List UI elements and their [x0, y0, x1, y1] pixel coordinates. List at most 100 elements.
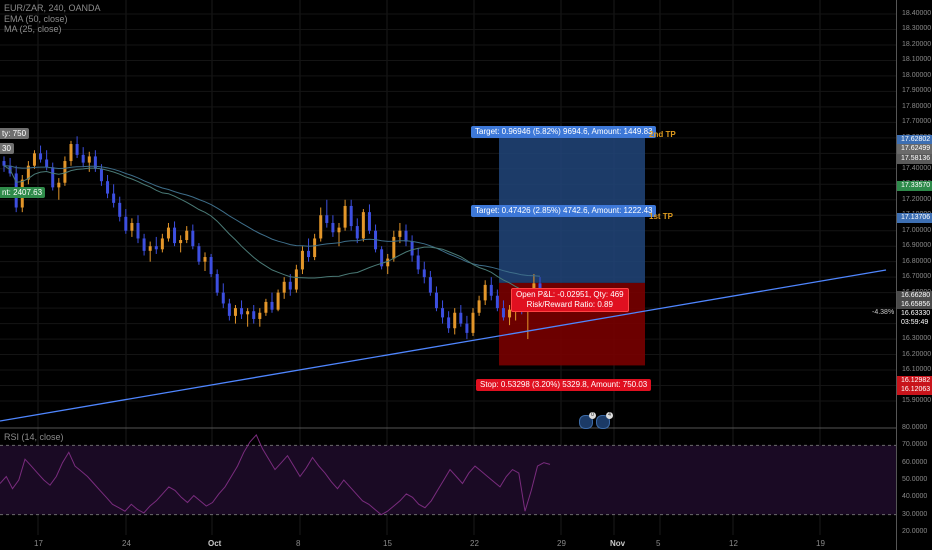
candle-body: [349, 205, 353, 227]
candle-body: [32, 153, 36, 166]
price-label: 17.40000: [902, 164, 932, 172]
candle-body: [276, 292, 280, 310]
candle-body: [483, 284, 487, 301]
candle-body: [422, 269, 426, 278]
time-label: 12: [729, 539, 738, 548]
target2-label[interactable]: Target: 0.96946 (5.82%) 9694.6, Amount: …: [471, 126, 657, 138]
qty-flag[interactable]: ty: 750: [0, 128, 30, 139]
price-label: 18.40000: [902, 10, 932, 17]
price-label: 17.20000: [902, 195, 932, 203]
risk-reward-text: Risk/Reward Ratio: 0.89: [526, 300, 613, 309]
rsi-label: 30.0000: [902, 510, 928, 518]
candle-body: [26, 165, 30, 180]
candle-body: [294, 269, 298, 290]
rsi-label: 70.0000: [902, 441, 928, 449]
price-tag: 17.62802: [897, 135, 932, 145]
price-tag: 16.12982: [897, 376, 932, 386]
candle-body: [191, 230, 195, 247]
candle-body: [215, 274, 219, 293]
open-flag[interactable]: 30: [0, 143, 14, 154]
price-label: 16.70000: [902, 273, 932, 281]
candle-body: [130, 222, 134, 231]
candle-body: [465, 323, 469, 333]
candle-body: [447, 317, 451, 329]
price-label: 17.90000: [902, 87, 932, 95]
candle-body: [264, 301, 268, 313]
price-tag: 17.62499: [897, 144, 932, 154]
rsi-line: [0, 433, 551, 516]
candle-body: [508, 309, 512, 318]
candle-body: [148, 246, 152, 251]
candle-body: [221, 292, 225, 304]
candle-body: [501, 308, 505, 318]
target1-label[interactable]: Target: 0.47426 (2.85%) 4742.6, Amount: …: [471, 205, 657, 217]
candle-body: [319, 215, 323, 239]
rsi-band: [0, 445, 896, 515]
candle-body: [337, 227, 341, 233]
price-label: 18.20000: [902, 40, 932, 48]
candle-body: [538, 283, 542, 288]
candle-body: [166, 227, 170, 239]
candle-body: [124, 216, 128, 231]
candle-body: [380, 249, 384, 267]
candle-body: [87, 156, 91, 163]
price-label: 16.20000: [902, 350, 932, 358]
price-axis[interactable]: [896, 0, 932, 550]
candle-body: [495, 295, 499, 309]
event-marker-4[interactable]: 4: [596, 412, 613, 429]
trend-line[interactable]: [0, 269, 887, 422]
rsi-label: 80.0000: [902, 424, 928, 431]
candle-body: [45, 159, 49, 168]
rsi-label: 20.0000: [902, 528, 928, 535]
open-pl-label[interactable]: Open P&L: -0.02951, Qty: 469 Risk/Reward…: [511, 288, 629, 312]
candle-body: [99, 168, 103, 182]
candle-body: [69, 144, 73, 162]
candle-body: [136, 222, 140, 239]
grid-lines: [0, 0, 896, 535]
amount-flag[interactable]: nt: 2407.63: [0, 187, 46, 198]
time-label: 29: [557, 539, 566, 548]
candle-body: [173, 227, 177, 244]
candle-body: [282, 281, 286, 293]
candle-body: [112, 193, 116, 203]
time-label: Oct: [208, 539, 222, 548]
price-tag: 16.12063: [897, 385, 932, 395]
candle-body: [288, 281, 292, 290]
trend-percent: -4.38%: [872, 309, 895, 316]
candle-body: [142, 238, 146, 251]
price-label: 16.80000: [902, 257, 932, 265]
candle-body: [392, 236, 396, 259]
candle-body: [459, 312, 463, 324]
ma-line: [3, 165, 541, 294]
candle-body: [51, 167, 55, 188]
candle-body: [416, 255, 420, 270]
price-tag: 17.33570: [897, 181, 932, 191]
rsi-label: 40.0000: [902, 493, 928, 501]
stop-label[interactable]: Stop: 0.53298 (3.20%) 5329.8, Amount: 75…: [476, 379, 652, 391]
candle-body: [453, 312, 457, 329]
event-count-0: 0: [589, 412, 596, 419]
candle-body: [118, 202, 122, 217]
candle-body: [227, 303, 231, 316]
candle-body: [367, 212, 371, 231]
candle-body: [410, 241, 414, 256]
time-label: 8: [296, 539, 301, 548]
candle-body: [477, 300, 481, 313]
event-marker-0[interactable]: 0: [579, 412, 596, 429]
price-label: 16.90000: [902, 242, 932, 250]
price-label: 15.90000: [902, 397, 932, 404]
ema-legend: EMA (50, close): [4, 14, 68, 24]
candle-body: [106, 181, 110, 194]
candle-body: [197, 246, 201, 262]
candle-body: [270, 301, 274, 310]
candle-body: [252, 311, 256, 319]
candle-body: [313, 238, 317, 258]
time-label: Nov: [610, 539, 626, 548]
candle-body: [154, 246, 158, 250]
candle-body: [355, 226, 359, 239]
price-label: 16.10000: [902, 366, 932, 374]
candle-body: [434, 292, 438, 309]
time-label: 19: [816, 539, 825, 548]
candle-body: [233, 308, 237, 316]
